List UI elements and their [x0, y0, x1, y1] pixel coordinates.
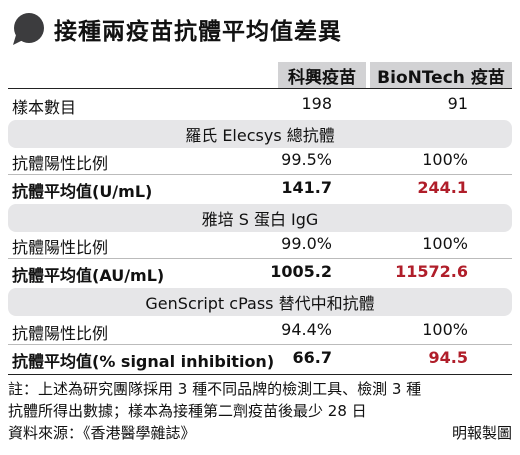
- row-label: 抗體平均值(U/mL): [12, 182, 153, 201]
- footer-divider: [8, 374, 512, 375]
- row-label: 樣本數目: [12, 98, 77, 117]
- row-divider: [8, 344, 512, 345]
- column-header-sinovac: 科興疫苗: [278, 62, 366, 88]
- footnote-line: 註：上述為研究團隊採用 3 種不同品牌的檢測工具、檢測 3 種: [8, 380, 422, 398]
- source-line: 資料來源：《香港醫學雜誌》: [8, 424, 196, 442]
- section-header: 羅氏 Elecsys 總抗體: [8, 120, 512, 148]
- sinovac-value: 66.7: [292, 348, 332, 367]
- row-label: 抗體陽性比例: [12, 324, 109, 343]
- table-row: 抗體平均值(U/mL) 141.7 244.1: [8, 174, 512, 202]
- biontech-value: 94.5: [428, 348, 468, 367]
- section-header: 雅培 S 蛋白 IgG: [8, 204, 512, 232]
- sinovac-value: 94.4%: [281, 320, 332, 339]
- biontech-value: 11572.6: [395, 262, 468, 281]
- biontech-value: 100%: [422, 150, 468, 169]
- section-header: GenScript cPass 替代中和抗體: [8, 288, 512, 316]
- biontech-value: 244.1: [417, 178, 468, 197]
- row-label: 抗體平均值(AU/mL): [12, 266, 165, 285]
- biontech-value: 91: [447, 94, 468, 113]
- biontech-value: 100%: [422, 234, 468, 253]
- column-header-biontech: BioNTech 疫苗: [370, 62, 512, 88]
- sinovac-value: 99.5%: [281, 150, 332, 169]
- row-label: 抗體平均值(% signal inhibition): [12, 352, 275, 371]
- table-row: 抗體平均值(AU/mL) 1005.2 11572.6: [8, 258, 512, 286]
- table-row: 抗體陽性比例 94.4% 100%: [8, 316, 512, 344]
- table-row: 抗體陽性比例 99.5% 100%: [8, 146, 512, 174]
- table-row: 抗體陽性比例 99.0% 100%: [8, 230, 512, 258]
- sinovac-value: 1005.2: [270, 262, 332, 281]
- sinovac-value: 141.7: [281, 178, 332, 197]
- sample-size-row: 樣本數目 198 91: [8, 90, 512, 118]
- sinovac-value: 198: [301, 94, 332, 113]
- row-label: 抗體陽性比例: [12, 154, 109, 173]
- sinovac-value: 99.0%: [281, 234, 332, 253]
- page-title: 接種兩疫苗抗體平均值差異: [54, 19, 342, 45]
- header-divider: [8, 88, 512, 89]
- table-row: 抗體平均值(% signal inhibition) 66.7 94.5: [8, 344, 512, 372]
- speech-bubble-icon: [13, 13, 44, 45]
- credit: 明報製圖: [451, 424, 512, 442]
- row-label: 抗體陽性比例: [12, 238, 109, 257]
- row-divider: [8, 174, 512, 175]
- footnote-line: 抗體所得出數據；樣本為接種第二劑疫苗後最少 28 日: [8, 402, 367, 420]
- title-row: 接種兩疫苗抗體平均值差異: [10, 6, 342, 52]
- row-divider: [8, 258, 512, 259]
- biontech-value: 100%: [422, 320, 468, 339]
